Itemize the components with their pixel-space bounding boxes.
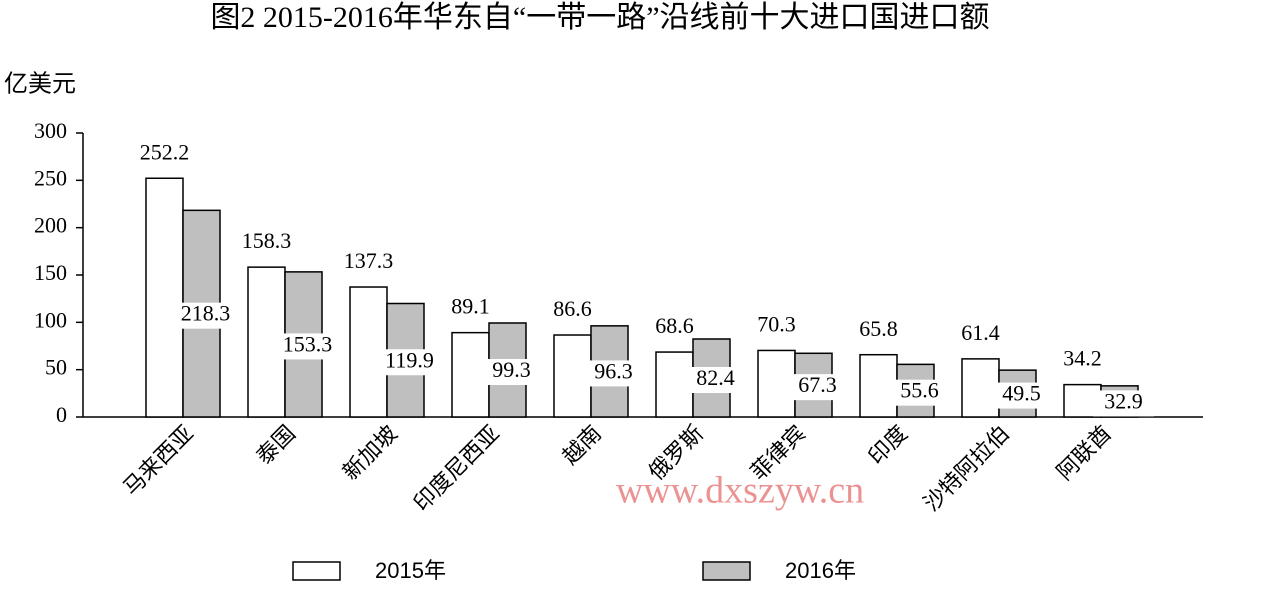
y-tick-label: 100 [34, 307, 67, 332]
x-tick-label: 沙特阿拉伯 [919, 420, 1014, 515]
x-tick-label: 印度尼西亚 [409, 420, 504, 515]
y-tick-label: 0 [56, 402, 67, 427]
value-label-bg [175, 302, 236, 329]
value-label: 82.4 [696, 365, 735, 390]
value-label: 61.4 [961, 320, 1000, 345]
x-tick-label: 印度 [863, 420, 912, 469]
value-label-bg [889, 379, 950, 406]
watermark: www.dxszyw.cn [616, 470, 864, 512]
value-label: 153.3 [283, 331, 333, 356]
y-axis-label: 亿美元 [4, 71, 76, 98]
value-label-bg [1093, 390, 1154, 417]
value-label: 34.2 [1063, 346, 1102, 371]
y-tick-label: 200 [34, 213, 67, 238]
legend-swatch [292, 561, 341, 581]
value-label: 96.3 [594, 358, 633, 383]
value-label-bg [277, 333, 338, 360]
y-tick-label: 250 [34, 165, 67, 190]
value-label-bg [991, 382, 1052, 409]
x-tick-label: 泰国 [251, 420, 300, 469]
x-tick-label: 阿联酋 [1052, 420, 1116, 484]
value-label-bg [481, 358, 542, 385]
value-label: 119.9 [385, 347, 434, 372]
y-tick-label: 50 [45, 355, 67, 380]
value-label: 55.6 [900, 378, 939, 403]
value-label: 65.8 [859, 316, 898, 341]
y-tick-label: 300 [34, 118, 67, 143]
value-label-bg [787, 374, 848, 401]
value-label-bg [583, 360, 644, 387]
chart-title: 图2 2015-2016年华东自“一带一路”沿线前十大进口国进口额 [210, 1, 989, 34]
legend-label: 2015年 [375, 558, 446, 583]
x-tick-label: 新加坡 [338, 420, 402, 484]
value-label: 137.3 [344, 248, 394, 273]
value-label: 86.6 [553, 296, 592, 321]
value-label: 99.3 [492, 357, 531, 382]
value-label: 252.2 [140, 139, 190, 164]
value-label: 32.9 [1104, 388, 1143, 413]
y-tick-label: 150 [34, 260, 67, 285]
x-tick-label: 马来西亚 [118, 420, 198, 500]
value-label: 70.3 [757, 311, 796, 336]
bar [145, 177, 184, 418]
value-label: 89.1 [451, 294, 490, 319]
legend-label: 2016年 [785, 558, 856, 583]
value-label: 218.3 [181, 301, 231, 326]
value-label: 67.3 [798, 372, 837, 397]
value-label-bg [685, 366, 746, 393]
legend-swatch [702, 561, 751, 581]
value-label-bg [379, 349, 440, 376]
value-label: 158.3 [242, 228, 292, 253]
value-label: 68.6 [655, 313, 694, 338]
value-label: 49.5 [1002, 381, 1041, 406]
x-tick-label: 越南 [557, 420, 606, 469]
